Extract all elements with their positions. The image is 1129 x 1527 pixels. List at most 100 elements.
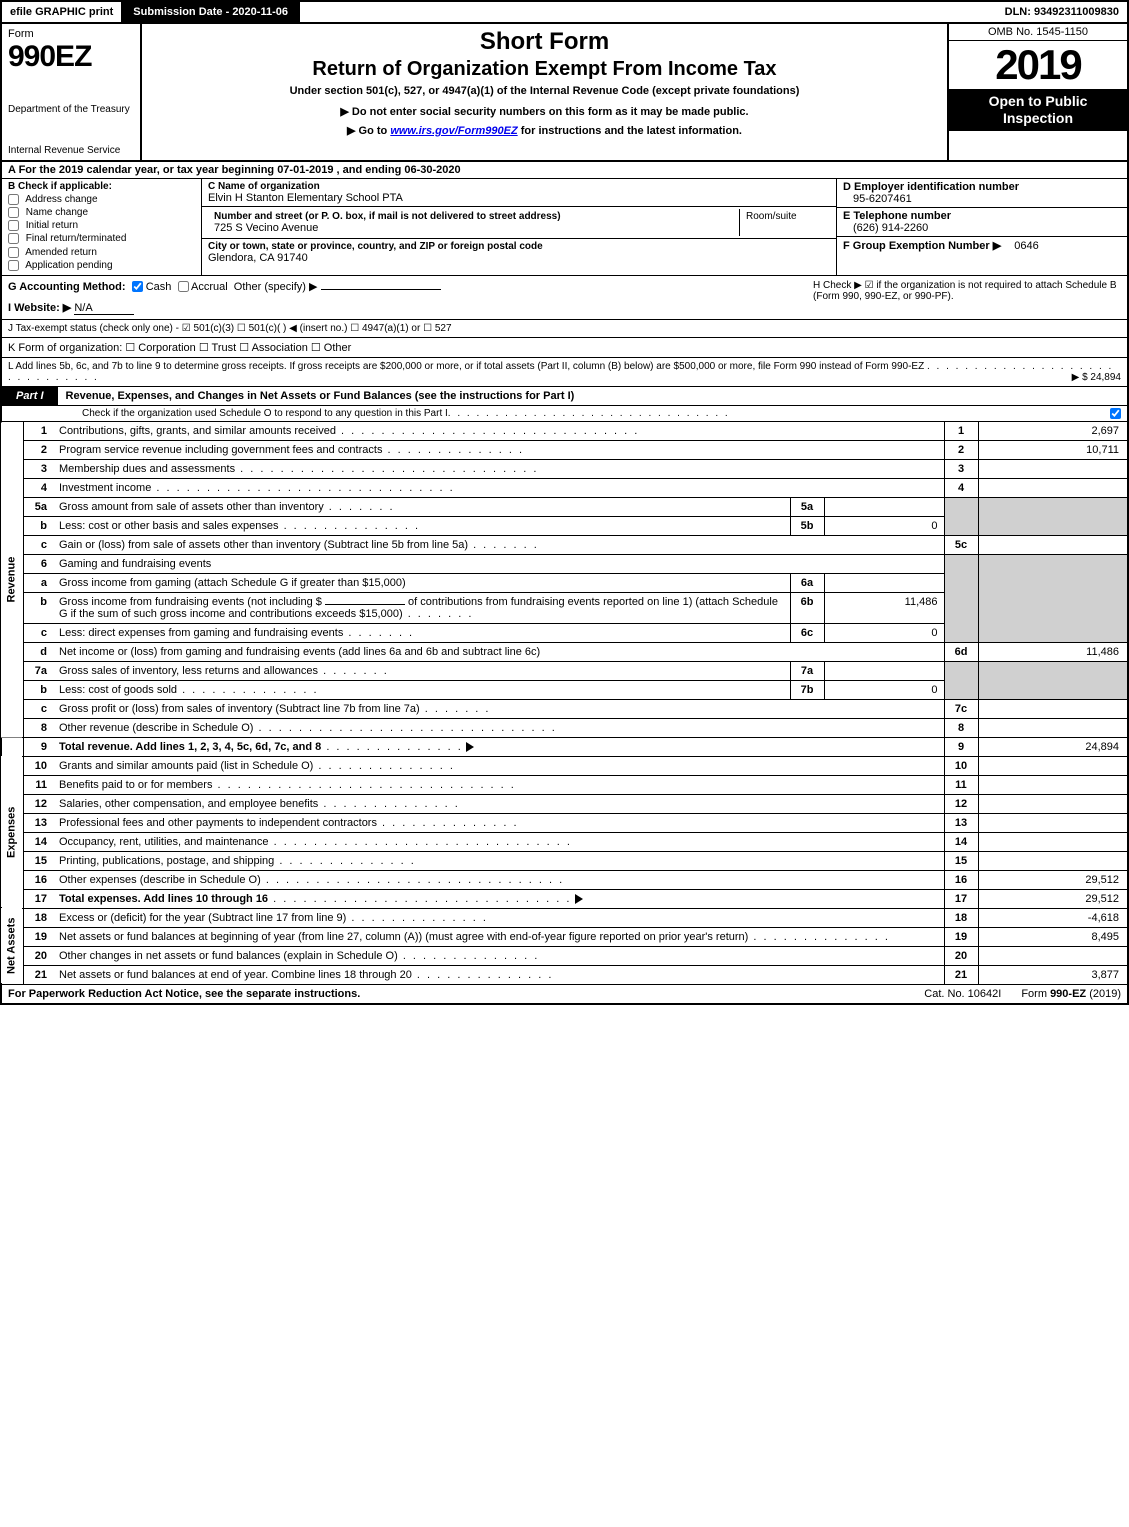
col-c: C Name of organization Elvin H Stanton E…	[202, 179, 837, 275]
i-value: N/A	[74, 302, 134, 315]
line-20-desc: Other changes in net assets or fund bala…	[59, 950, 398, 962]
part-1-check-row: Check if the organization used Schedule …	[0, 406, 1129, 422]
val-16: 29,512	[978, 870, 1128, 889]
row-k: K Form of organization: ☐ Corporation ☐ …	[0, 338, 1129, 358]
val-9: 24,894	[978, 737, 1128, 756]
f-value: 0646	[1004, 240, 1038, 252]
e-label: E Telephone number	[843, 210, 1121, 222]
line-21-desc: Net assets or fund balances at end of ye…	[59, 969, 412, 981]
c-name-label: C Name of organization	[208, 181, 830, 192]
line-5a-desc: Gross amount from sale of assets other t…	[59, 501, 324, 513]
goto-pre: ▶ Go to	[347, 125, 390, 137]
footer-left: For Paperwork Reduction Act Notice, see …	[8, 988, 904, 1000]
form-header: Form 990EZ Department of the Treasury In…	[0, 24, 1129, 162]
line-12-desc: Salaries, other compensation, and employ…	[59, 798, 318, 810]
val-7b: 0	[824, 680, 944, 699]
arrow-icon	[575, 894, 583, 904]
part-1-title: Revenue, Expenses, and Changes in Net As…	[66, 387, 1127, 405]
line-5b-desc: Less: cost or other basis and sales expe…	[59, 520, 279, 532]
part-1-check-text: Check if the organization used Schedule …	[82, 408, 448, 419]
line-17-desc: Total expenses. Add lines 10 through 16	[59, 893, 268, 905]
val-6a	[824, 573, 944, 592]
val-2: 10,711	[978, 440, 1128, 459]
line-14-desc: Occupancy, rent, utilities, and maintena…	[59, 836, 269, 848]
line-3-desc: Membership dues and assessments	[59, 463, 235, 475]
val-21: 3,877	[978, 965, 1128, 984]
d-value: 95-6207461	[843, 193, 1121, 205]
chk-initial-return[interactable]: Initial return	[8, 220, 195, 231]
footer-form: Form 990-EZ (2019)	[1021, 988, 1121, 1000]
line-9-desc: Total revenue. Add lines 1, 2, 3, 4, 5c,…	[59, 741, 321, 753]
val-7c	[978, 699, 1128, 718]
chk-accrual[interactable]	[178, 281, 189, 292]
i-label: I Website: ▶	[8, 302, 71, 314]
e-value: (626) 914-2260	[843, 222, 1121, 234]
val-11	[978, 775, 1128, 794]
val-6b: 11,486	[824, 592, 944, 623]
row-gh: G Accounting Method: Cash Accrual Other …	[0, 276, 1129, 320]
section-b-through-f: B Check if applicable: Address change Na…	[0, 179, 1129, 276]
g-cash: Cash	[146, 281, 172, 293]
row-j: J Tax-exempt status (check only one) - ☑…	[0, 320, 1129, 338]
line-6c-desc: Less: direct expenses from gaming and fu…	[59, 627, 343, 639]
line-7b-desc: Less: cost of goods sold	[59, 684, 177, 696]
form-number: 990EZ	[8, 40, 134, 74]
chk-name-change[interactable]: Name change	[8, 207, 195, 218]
open-to-public: Open to Public Inspection	[949, 89, 1127, 131]
val-20	[978, 946, 1128, 965]
chk-amended-return[interactable]: Amended return	[8, 247, 195, 258]
g-accrual: Accrual	[191, 281, 228, 293]
line-11-desc: Benefits paid to or for members	[59, 779, 212, 791]
val-12	[978, 794, 1128, 813]
part-1-header: Part I Revenue, Expenses, and Changes in…	[0, 387, 1129, 406]
form-word: Form	[8, 28, 134, 40]
line-6d-desc: Net income or (loss) from gaming and fun…	[59, 646, 540, 658]
short-form-title: Short Form	[152, 28, 937, 56]
side-net-assets: Net Assets	[1, 908, 23, 984]
val-6d: 11,486	[978, 642, 1128, 661]
val-5b: 0	[824, 516, 944, 535]
main-table: Revenue 1 Contributions, gifts, grants, …	[0, 422, 1129, 985]
do-not-enter: ▶ Do not enter social security numbers o…	[152, 105, 937, 118]
l-text: L Add lines 5b, 6c, and 7b to line 9 to …	[8, 361, 924, 372]
l-amount: ▶ $ 24,894	[1072, 372, 1121, 383]
side-expenses: Expenses	[1, 756, 23, 908]
chk-address-change[interactable]: Address change	[8, 194, 195, 205]
c-room-label: Room/suite	[740, 209, 830, 236]
val-6c: 0	[824, 623, 944, 642]
dln-label: DLN: 93492311009830	[997, 2, 1127, 22]
val-13	[978, 813, 1128, 832]
val-7a	[824, 661, 944, 680]
submission-date-button[interactable]: Submission Date - 2020-11-06	[123, 2, 300, 22]
chk-cash[interactable]	[132, 281, 143, 292]
line-6-desc: Gaming and fundraising events	[55, 554, 944, 573]
line-7c-desc: Gross profit or (loss) from sales of inv…	[59, 703, 420, 715]
chk-schedule-o[interactable]	[1110, 408, 1121, 419]
val-15	[978, 851, 1128, 870]
ln-1: 1	[23, 422, 55, 441]
efile-print-button[interactable]: efile GRAPHIC print	[2, 2, 123, 22]
c-city-value: Glendora, CA 91740	[208, 252, 830, 264]
goto-line: ▶ Go to www.irs.gov/Form990EZ for instru…	[152, 124, 937, 137]
footer-cat: Cat. No. 10642I	[904, 988, 1021, 1000]
line-19-desc: Net assets or fund balances at beginning…	[59, 931, 748, 943]
chk-final-return[interactable]: Final return/terminated	[8, 233, 195, 244]
dept-label: Department of the Treasury	[8, 104, 134, 115]
goto-link[interactable]: www.irs.gov/Form990EZ	[390, 125, 517, 137]
chk-application-pending[interactable]: Application pending	[8, 260, 195, 271]
line-4-desc: Investment income	[59, 482, 151, 494]
footer: For Paperwork Reduction Act Notice, see …	[0, 985, 1129, 1005]
row-l: L Add lines 5b, 6c, and 7b to line 9 to …	[0, 358, 1129, 387]
goto-post: for instructions and the latest informat…	[518, 125, 742, 137]
line-15-desc: Printing, publications, postage, and shi…	[59, 855, 274, 867]
d-label: D Employer identification number	[843, 181, 1121, 193]
val-17: 29,512	[978, 889, 1128, 908]
tax-year: 2019	[949, 41, 1127, 89]
line-1-desc: Contributions, gifts, grants, and simila…	[59, 425, 336, 437]
line-18-desc: Excess or (deficit) for the year (Subtra…	[59, 912, 346, 924]
arrow-icon	[466, 742, 474, 752]
line-6b-desc1: Gross income from fundraising events (no…	[59, 596, 322, 608]
top-bar: efile GRAPHIC print Submission Date - 20…	[0, 0, 1129, 24]
row-a-tax-year: A For the 2019 calendar year, or tax yea…	[0, 162, 1129, 179]
val-8	[978, 718, 1128, 737]
